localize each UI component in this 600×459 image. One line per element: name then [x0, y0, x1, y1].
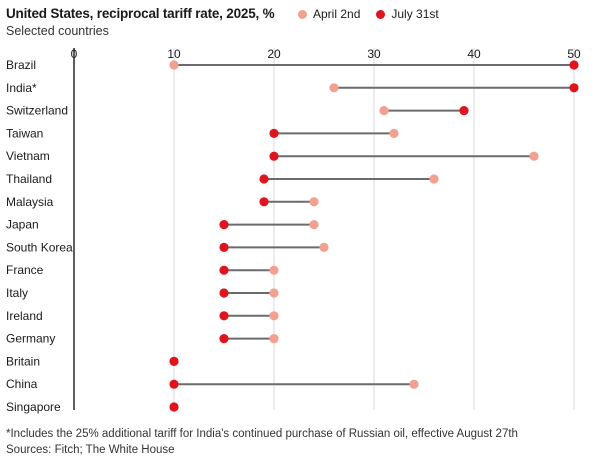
july-point-vietnam: [269, 151, 279, 161]
july-point-china: [169, 379, 179, 389]
category-label-singapore: Singapore: [6, 400, 61, 414]
april-point-france: [269, 265, 279, 275]
july-point-brazil: [569, 60, 579, 70]
x-tick-label-40: 40: [467, 47, 481, 61]
category-label-india: India*: [6, 81, 37, 95]
july-point-india: [569, 83, 579, 93]
april-point-italy: [269, 288, 279, 298]
july-point-france: [219, 265, 229, 275]
july-point-thailand: [259, 174, 269, 184]
category-label-china: China: [6, 377, 38, 391]
april-point-china: [409, 379, 419, 389]
july-point-malaysia: [259, 197, 269, 207]
x-tick-label-10: 10: [167, 47, 181, 61]
april-point-japan: [309, 220, 319, 230]
july-point-south-korea: [219, 242, 229, 252]
april-point-brazil: [169, 60, 179, 70]
category-label-japan: Japan: [6, 218, 39, 232]
april-point-germany: [269, 334, 279, 344]
x-tick-label-20: 20: [267, 47, 281, 61]
category-label-switzerland: Switzerland: [6, 104, 68, 118]
april-point-switzerland: [379, 106, 389, 116]
x-tick-label-30: 30: [367, 47, 381, 61]
legend-marker-april: [298, 9, 307, 19]
april-point-vietnam: [529, 151, 539, 161]
july-point-japan: [219, 220, 229, 230]
dumbbell-chart: 01020304050BrazilIndia*SwitzerlandTaiwan…: [6, 47, 581, 414]
july-point-britain: [169, 356, 179, 366]
july-point-italy: [219, 288, 229, 298]
july-point-germany: [219, 334, 229, 344]
july-point-taiwan: [269, 128, 279, 138]
july-point-ireland: [219, 311, 229, 321]
legend-label-april: April 2nd: [313, 7, 361, 21]
legend: April 2nd July 31st: [298, 7, 455, 21]
april-point-taiwan: [389, 128, 399, 138]
legend-item-april: April 2nd: [298, 7, 360, 21]
x-tick-label-50: 50: [567, 47, 581, 61]
legend-item-july: July 31st: [376, 7, 439, 21]
category-label-italy: Italy: [6, 286, 28, 300]
category-label-brazil: Brazil: [6, 58, 36, 72]
category-label-france: France: [6, 263, 44, 277]
category-label-thailand: Thailand: [6, 172, 52, 186]
category-label-britain: Britain: [6, 354, 40, 368]
april-point-ireland: [269, 311, 279, 321]
chart-title: United States, reciprocal tariff rate, 2…: [6, 6, 275, 21]
category-label-germany: Germany: [6, 332, 55, 346]
category-label-taiwan: Taiwan: [6, 126, 43, 140]
category-label-malaysia: Malaysia: [6, 195, 54, 209]
july-point-switzerland: [459, 106, 469, 116]
category-label-south-korea: South Korea: [6, 240, 73, 254]
july-point-singapore: [169, 402, 179, 412]
april-point-south-korea: [319, 242, 329, 252]
april-point-thailand: [429, 174, 439, 184]
category-label-vietnam: Vietnam: [6, 149, 50, 163]
april-point-malaysia: [309, 197, 319, 207]
april-point-india: [329, 83, 339, 93]
legend-label-july: July 31st: [391, 7, 439, 21]
footnote: *Includes the 25% additional tariff for …: [6, 428, 518, 440]
legend-marker-july: [376, 9, 386, 19]
category-label-ireland: Ireland: [6, 309, 43, 323]
chart-subtitle: Selected countries: [6, 24, 109, 38]
source-note: Sources: Fitch; The White House: [6, 444, 175, 456]
